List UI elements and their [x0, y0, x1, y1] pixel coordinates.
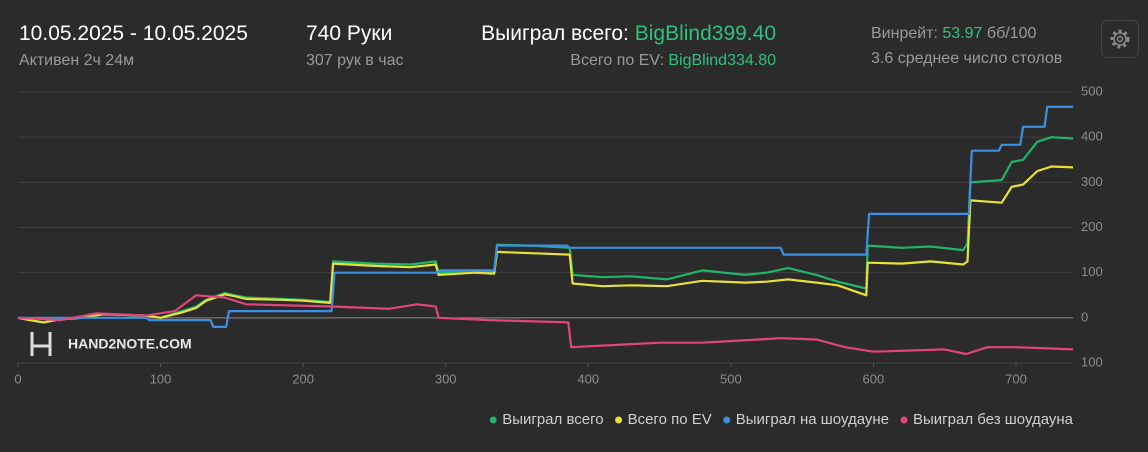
winrate-unit: бб/100: [986, 25, 1037, 42]
won-value: BigBlind399.40: [634, 22, 776, 45]
legend-label: Выиграл без шоудауна: [913, 411, 1074, 428]
legend-label: Выиграл на шоудауне: [736, 411, 889, 428]
legend-label: Всего по EV: [628, 411, 712, 428]
legend-marker: [723, 416, 731, 424]
y-tick-label: 0: [1081, 309, 1088, 324]
legend-label: Выиграл всего: [502, 411, 603, 428]
y-tick-label: 200: [1081, 219, 1103, 234]
tables: 3.6 среднее число столов: [871, 50, 1063, 67]
x-tick-label: 400: [577, 371, 599, 386]
series-line: [17, 165, 1074, 324]
x-tick-label: 700: [1005, 371, 1027, 386]
x-tick-label: 500: [720, 371, 742, 386]
x-tick-label: 200: [292, 371, 314, 386]
grid: [17, 91, 1073, 367]
y-tick-label: 100: [1081, 354, 1103, 369]
x-tick-label: 0: [14, 371, 21, 386]
legend-marker: [489, 416, 497, 424]
watermark: HAND2NOTE.COM: [68, 336, 192, 352]
y-tick-label: 500: [1081, 83, 1103, 98]
winrate-label: Винрейт:: [871, 25, 938, 42]
series-line: [17, 136, 1074, 324]
legend-marker: [900, 416, 908, 424]
legend-marker: [615, 416, 623, 424]
series-line: [18, 105, 1073, 328]
y-tick-label: 100: [1081, 264, 1103, 279]
gear-icon: [1110, 29, 1130, 49]
settings-button[interactable]: [1101, 20, 1139, 58]
won-total: Выиграл всего: BigBlind399.40: [481, 22, 776, 46]
winrate: Винрейт: 53.97 бб/100: [871, 25, 1036, 43]
series-line: [17, 294, 1074, 356]
x-tick-label: 100: [150, 371, 172, 386]
active-time: Активен 2ч 24м: [19, 52, 135, 69]
y-tick-label: 300: [1081, 174, 1103, 189]
watermark-logo: [30, 332, 52, 356]
ev-total: Всего по EV: BigBlind334.80: [570, 52, 776, 70]
y-tick-label: 400: [1081, 129, 1103, 144]
date-range: 10.05.2025 - 10.05.2025: [19, 22, 248, 45]
x-tick-label: 300: [435, 371, 457, 386]
winrate-value: 53.97: [942, 25, 983, 42]
ev-value: BigBlind334.80: [668, 52, 776, 69]
ev-label: Всего по EV:: [570, 52, 664, 69]
hands-per-hour: 307 рук в час: [306, 52, 404, 69]
hands: 740 Руки: [306, 22, 393, 45]
won-label: Выиграл всего:: [481, 22, 629, 45]
x-tick-label: 600: [863, 371, 885, 386]
